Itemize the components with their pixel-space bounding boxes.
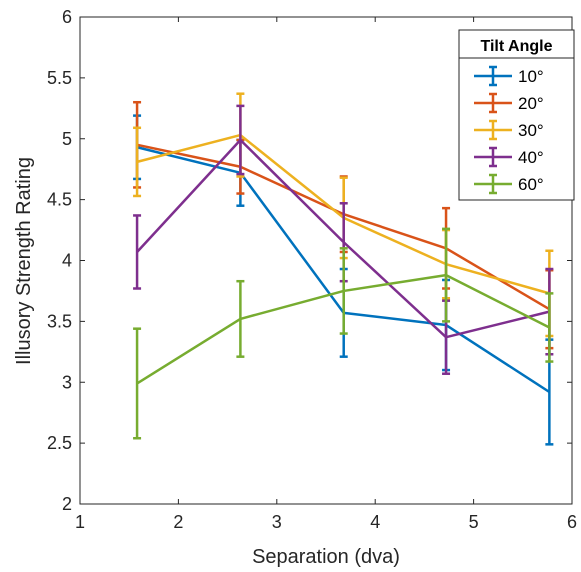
legend-box — [458, 29, 575, 201]
legend-entry: 30° — [474, 119, 544, 141]
x-tick-label: 4 — [370, 512, 380, 532]
error-bar — [133, 214, 142, 290]
legend-label: 20° — [518, 94, 544, 113]
x-axis-label: Separation (dva) — [252, 546, 400, 568]
y-tick-label: 5 — [62, 129, 72, 149]
legend-label: 40° — [518, 148, 544, 167]
legend: Tilt Angle 10° 20° 30° 40° 60° — [458, 29, 575, 201]
x-tick-label: 2 — [173, 512, 183, 532]
y-tick-label: 2.5 — [47, 433, 72, 453]
axes: 1 2 3 4 5 622.533.544.555.56 — [47, 7, 577, 532]
y-tick-label: 6 — [62, 7, 72, 27]
plot-area — [133, 92, 554, 446]
legend-entry: 40° — [474, 146, 544, 168]
y-tick-label: 2 — [62, 494, 72, 514]
x-tick-label: 6 — [567, 512, 577, 532]
legend-title: Tilt Angle — [481, 38, 553, 55]
series-4 — [133, 227, 554, 440]
legend-entry: 20° — [474, 92, 544, 114]
y-axis-label: Illusory Strength Rating — [13, 157, 35, 365]
y-tick-label: 4 — [62, 251, 72, 271]
x-tick-label: 3 — [272, 512, 282, 532]
x-tick-label: 5 — [469, 512, 479, 532]
legend-entry: 60° — [474, 173, 544, 195]
x-tick-label: 1 — [75, 512, 85, 532]
legend-label: 60° — [518, 175, 544, 194]
y-tick-label: 4.5 — [47, 190, 72, 210]
series-line — [136, 273, 550, 385]
legend-label: 10° — [518, 67, 544, 86]
series-line — [136, 138, 550, 339]
y-tick-label: 3 — [62, 372, 72, 392]
legend-entry: 10° — [474, 65, 544, 87]
y-tick-label: 3.5 — [47, 311, 72, 331]
legend-label: 30° — [518, 121, 544, 140]
y-tick-label: 5.5 — [47, 68, 72, 88]
